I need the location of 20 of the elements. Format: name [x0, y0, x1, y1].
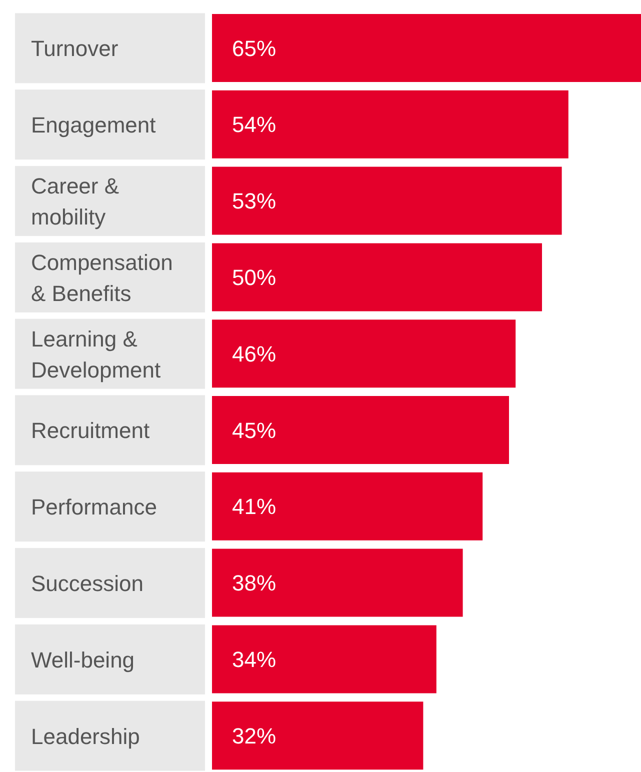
- y-tick-label: Well-being: [31, 647, 135, 672]
- y-tick-label: Leadership: [31, 724, 140, 749]
- data-label: 50%: [232, 265, 276, 290]
- data-label: 41%: [232, 494, 276, 520]
- y-tick-label: Engagement: [31, 112, 156, 138]
- y-tick-label: Career & mobility: [31, 174, 120, 230]
- y-tick-label: Compensation & Benefits: [31, 250, 173, 306]
- y-tick-label: Recruitment: [31, 418, 150, 444]
- y-tick-label: Learning & Development: [31, 326, 161, 382]
- y-tick-label: Succession: [31, 571, 144, 596]
- data-label: 38%: [232, 570, 276, 596]
- data-label: 32%: [232, 723, 276, 748]
- data-label: 46%: [232, 341, 276, 366]
- data-label: 34%: [232, 647, 276, 672]
- data-label: 53%: [232, 188, 276, 214]
- data-label: 45%: [232, 418, 276, 443]
- y-tick-label: Turnover: [31, 36, 118, 62]
- data-label: 65%: [232, 36, 276, 61]
- y-tick-label: Performance: [31, 494, 157, 520]
- data-label: 54%: [232, 112, 276, 138]
